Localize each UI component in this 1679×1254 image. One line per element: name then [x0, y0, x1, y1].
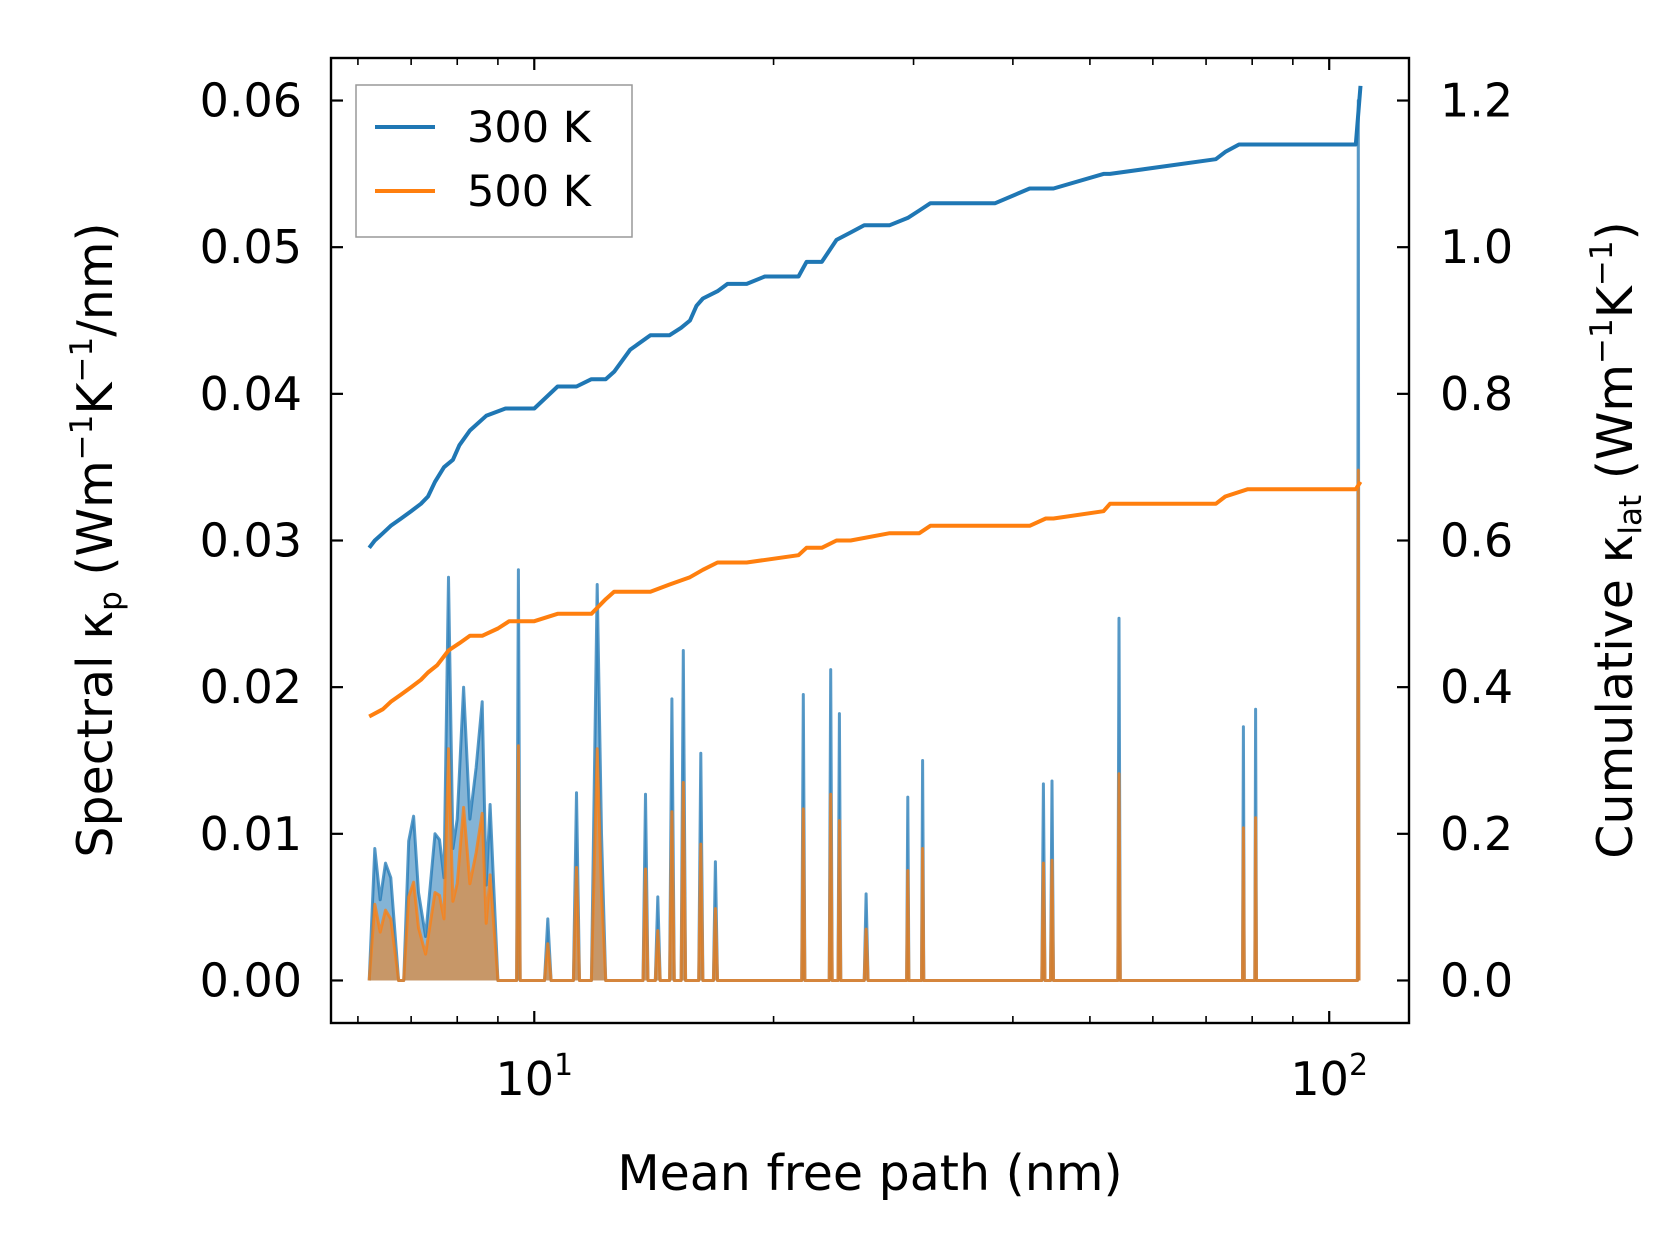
legend-label-300k: 300 K: [467, 103, 593, 153]
plot-frame: [329, 56, 1411, 1025]
x-tick-label: 102: [1290, 1048, 1368, 1106]
spectral-fills: [369, 100, 1359, 981]
y-axis-label-left: Spectral κp (Wm−1K−1/nm): [64, 222, 129, 857]
x-tick-label: 101: [495, 1048, 573, 1106]
legend-box: [355, 84, 633, 238]
y-right-tick-label: 1.0: [1440, 220, 1513, 274]
y-right-tick-label: 0.4: [1440, 660, 1513, 714]
x-axis-label: Mean free path (nm): [617, 1145, 1122, 1202]
y-right-tick-label: 0.0: [1440, 953, 1513, 1007]
cumulative-line-500k: [368, 480, 1363, 719]
y-left-tick-label: 0.05: [200, 220, 302, 274]
y-left-tick-label: 0.03: [200, 514, 302, 568]
y-left-tick-label: 0.06: [200, 74, 302, 128]
spectral-fill-500k: [369, 470, 1359, 981]
y-right-tick-label: 0.8: [1440, 367, 1513, 421]
legend: 300 K 500 K: [355, 84, 633, 238]
y-right-tick-label: 1.2: [1440, 74, 1513, 128]
y-left-tick-label: 0.04: [200, 367, 302, 421]
y-left-tick-label: 0.00: [200, 953, 302, 1007]
cumulative-lines: [367, 85, 1363, 719]
y-right-tick-label: 0.2: [1440, 807, 1513, 861]
y-left-tick-label: 0.01: [200, 807, 302, 861]
cumulative-line-300k: [367, 85, 1363, 550]
legend-label-500k: 500 K: [467, 167, 593, 217]
y-axis-label-right: Cumulative κlat (Wm−1K−1): [1584, 221, 1649, 858]
axis-ticks: 101 102 0.00 0.01 0.02 0.03 0.04 0.05 0.06 0.0 0.2…: [200, 58, 1513, 1106]
y-left-tick-label: 0.02: [200, 660, 302, 714]
spectral-line-500k: [367, 468, 1361, 982]
spectral-lines: [367, 99, 1361, 982]
y-right-tick-label: 0.6: [1440, 514, 1513, 568]
